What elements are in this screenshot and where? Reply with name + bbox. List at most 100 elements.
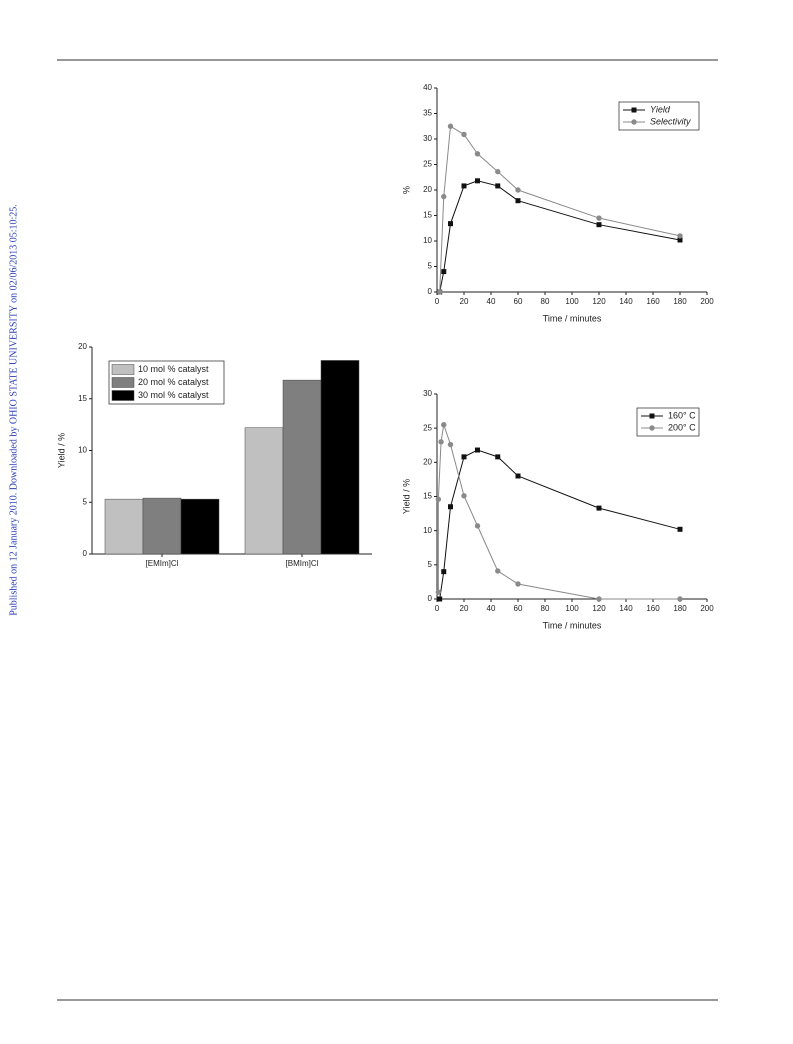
x-tick-label: 80 xyxy=(541,297,550,306)
point xyxy=(495,183,501,189)
y-tick-label: 35 xyxy=(423,109,432,118)
legend-marker xyxy=(649,413,655,419)
x-tick-label: 200 xyxy=(700,297,714,306)
point xyxy=(448,504,453,510)
y-tick-label: 0 xyxy=(428,594,433,603)
y-tick-label: 15 xyxy=(423,211,432,220)
legend-label: 160° C xyxy=(668,410,696,420)
point xyxy=(435,589,442,595)
y-tick-label: 0 xyxy=(428,287,433,296)
legend-label: Selectivity xyxy=(650,116,691,126)
y-tick-label: 20 xyxy=(423,457,432,466)
legend-label: 200° C xyxy=(668,422,696,432)
x-tick-label: 120 xyxy=(592,604,606,613)
bar xyxy=(320,360,360,555)
point xyxy=(441,422,447,428)
point xyxy=(437,289,443,295)
point xyxy=(495,454,501,460)
point xyxy=(475,447,480,453)
y-tick-label: 20 xyxy=(423,185,432,194)
legend-swatch xyxy=(111,390,135,401)
point xyxy=(495,168,501,175)
x-tick-label: 60 xyxy=(514,604,523,613)
bar xyxy=(104,498,144,555)
legend-marker xyxy=(631,119,637,125)
y-tick-label: 10 xyxy=(78,446,87,455)
y-tick-label: 20 xyxy=(78,342,87,351)
y-axis-label: Yield / % xyxy=(401,479,411,514)
point xyxy=(441,269,447,275)
legend-label: Yield xyxy=(650,104,671,114)
point xyxy=(474,523,481,529)
x-axis-label: Time / minutes xyxy=(543,313,602,323)
point xyxy=(435,496,442,502)
y-tick-label: 30 xyxy=(423,134,432,143)
x-tick-label: 180 xyxy=(673,297,687,306)
legend-box xyxy=(636,407,700,437)
bar xyxy=(244,427,284,555)
y-axis-label: % xyxy=(401,186,411,194)
y-tick-label: 25 xyxy=(423,160,432,169)
point xyxy=(448,221,453,227)
x-tick-label: [EMIm]Cl xyxy=(146,559,179,568)
point xyxy=(447,123,454,129)
point xyxy=(441,193,447,200)
x-tick-label: 0 xyxy=(435,297,440,306)
x-tick-label: 120 xyxy=(592,297,606,306)
y-tick-label: 25 xyxy=(423,423,432,432)
x-tick-label: 40 xyxy=(487,297,496,306)
point xyxy=(461,454,467,460)
legend-swatch xyxy=(111,364,135,375)
x-tick-label: 100 xyxy=(565,297,579,306)
point xyxy=(461,183,467,189)
bar xyxy=(180,498,220,555)
x-axis-label: Time / minutes xyxy=(543,620,602,630)
bar xyxy=(142,497,182,555)
point xyxy=(677,233,683,239)
x-tick-label: 180 xyxy=(673,604,687,613)
point xyxy=(441,569,447,575)
point xyxy=(437,596,443,602)
x-tick-label: 100 xyxy=(565,604,579,613)
point xyxy=(447,441,454,448)
y-tick-label: 30 xyxy=(423,389,432,398)
point xyxy=(596,505,602,511)
legend-box xyxy=(618,101,700,131)
legend-label: 30 mol % catalyst xyxy=(138,390,209,400)
y-tick-label: 10 xyxy=(423,236,432,245)
legend-label: 20 mol % catalyst xyxy=(138,377,209,387)
x-tick-label: 80 xyxy=(541,604,550,613)
point xyxy=(495,568,501,574)
x-tick-label: 20 xyxy=(460,297,469,306)
x-tick-label: [BMIm]Cl xyxy=(286,559,319,568)
y-axis-label: Yield / % xyxy=(56,433,66,468)
x-tick-label: 160 xyxy=(646,297,660,306)
point xyxy=(475,178,480,184)
x-tick-label: 200 xyxy=(700,604,714,613)
point xyxy=(461,493,467,499)
legend-marker xyxy=(631,107,637,113)
x-tick-label: 0 xyxy=(435,604,440,613)
download-note: Published on 12 January 2010. Downloaded… xyxy=(8,204,19,616)
legend-marker xyxy=(649,425,655,431)
y-tick-label: 5 xyxy=(428,560,433,569)
point xyxy=(515,187,521,193)
point xyxy=(677,526,683,532)
point xyxy=(515,581,521,587)
series-line xyxy=(437,424,680,600)
point xyxy=(461,131,467,138)
point xyxy=(677,237,683,243)
y-tick-label: 40 xyxy=(423,83,432,92)
point xyxy=(596,596,602,602)
series-line xyxy=(439,125,681,293)
y-tick-label: 15 xyxy=(78,394,87,403)
point xyxy=(438,439,444,445)
point xyxy=(677,596,683,602)
point xyxy=(596,222,602,228)
x-tick-label: 140 xyxy=(619,604,633,613)
y-tick-label: 10 xyxy=(423,526,432,535)
y-tick-label: 15 xyxy=(423,492,432,501)
x-tick-label: 20 xyxy=(460,604,469,613)
y-tick-label: 0 xyxy=(83,549,88,558)
